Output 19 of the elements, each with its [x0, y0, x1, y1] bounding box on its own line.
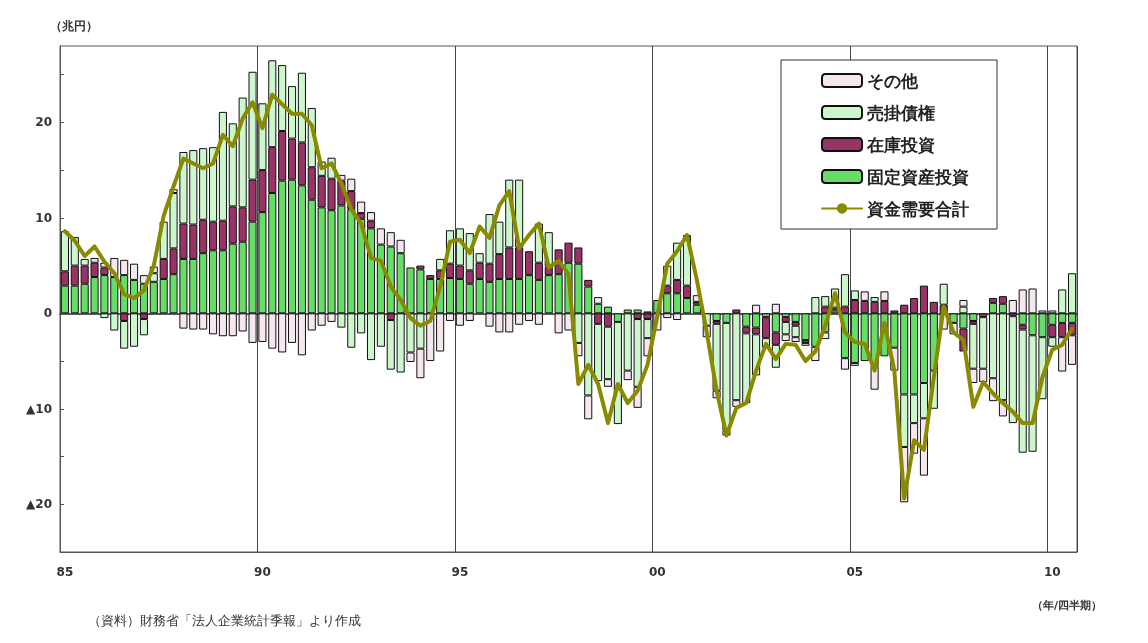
x-axis-title: （年/四半期）	[1032, 599, 1103, 612]
legend-label: 在庫投資	[866, 134, 935, 155]
y-tick-label: ▲10	[26, 401, 52, 416]
y-tick-label: 20	[35, 115, 52, 130]
legend-label: 資金需要合計	[866, 198, 969, 219]
legend-label: 固定資産投資	[867, 166, 969, 187]
legend-label: 売掛債権	[867, 102, 935, 123]
legend-label: その他	[867, 70, 919, 91]
y-axis-title: （兆円）	[50, 19, 98, 33]
text: （資料）財務省「法人企業統計季報」より作成	[88, 613, 361, 628]
x-tick-label: 85	[56, 565, 74, 579]
x-tick-label: 05	[846, 565, 864, 579]
y-tick-label: ▲20	[26, 497, 52, 512]
y-tick-label: 0	[43, 306, 52, 321]
x-tick-label: 95	[451, 565, 469, 579]
x-tick-label: 10	[1043, 565, 1061, 579]
x-tick-label: 90	[254, 565, 271, 579]
y-tick-label: 10	[35, 210, 52, 225]
x-tick-label: 00	[649, 565, 666, 579]
